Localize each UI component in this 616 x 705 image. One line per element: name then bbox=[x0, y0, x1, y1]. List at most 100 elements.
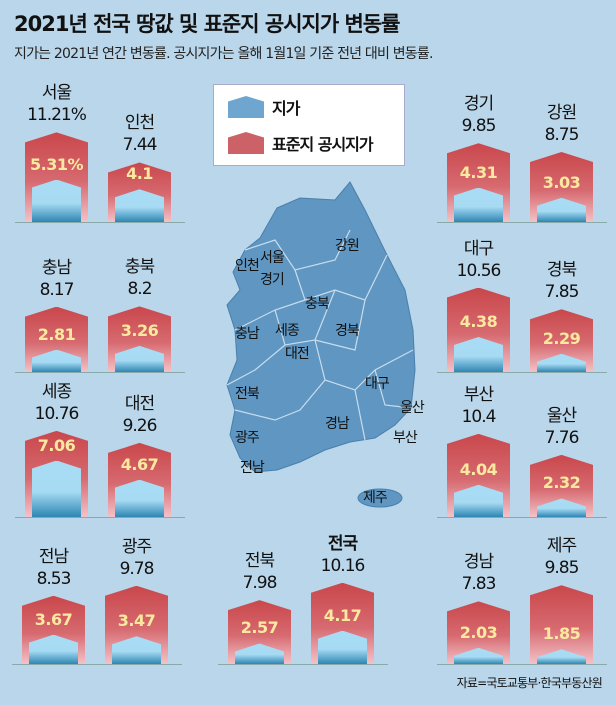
region-name: 강원 bbox=[546, 103, 577, 123]
land-price-bar bbox=[454, 187, 503, 222]
baseline bbox=[15, 222, 185, 223]
baseline bbox=[437, 372, 607, 373]
region-pair: 대구 10.56 4.38 경북 7.85 2.29 bbox=[447, 238, 593, 372]
land-price-bar bbox=[115, 345, 164, 372]
standard-price-value: 8.75 bbox=[544, 125, 580, 145]
region-bar-group: 충남 8.17 2.81 bbox=[25, 257, 88, 372]
map-label: 전남 bbox=[240, 460, 265, 476]
standard-price-value: 10.16 bbox=[320, 555, 366, 576]
land-price-value: 2.03 bbox=[459, 622, 498, 642]
map-label: 경남 bbox=[325, 416, 350, 432]
region-pair: 경기 9.85 4.31 강원 8.75 3.03 bbox=[447, 93, 593, 222]
standard-price-bar: 2.81 bbox=[25, 306, 88, 372]
standard-price-value: 7.98 bbox=[242, 573, 278, 594]
standard-price-value: 7.85 bbox=[544, 282, 580, 303]
standard-price-bar: 3.47 bbox=[105, 585, 168, 664]
standard-price-bar: 3.03 bbox=[530, 152, 593, 222]
region-borders bbox=[226, 229, 414, 441]
region-bar-group: 경남 7.83 2.03 bbox=[447, 551, 510, 664]
standard-price-value: 10.56 bbox=[456, 260, 502, 281]
region-name: 서울 bbox=[41, 83, 72, 104]
region-bar-group: 제주 9.85 1.85 bbox=[530, 535, 593, 664]
region-bar-group: 세종 10.76 7.06 bbox=[25, 381, 88, 517]
region-name: 울산 bbox=[546, 405, 577, 426]
map-label: 충남 bbox=[235, 326, 260, 342]
region-bar-group: 부산 10.4 4.04 bbox=[447, 384, 510, 517]
mainland-shape bbox=[226, 181, 416, 473]
land-price-bar bbox=[537, 498, 586, 517]
region-name: 경기 bbox=[463, 94, 494, 115]
region-name: 대구 bbox=[463, 238, 494, 259]
standard-price-bar: 5.31% bbox=[25, 132, 88, 222]
standard-price-bar: 4.04 bbox=[447, 433, 510, 517]
region-bar-group: 전남 8.53 3.67 bbox=[22, 546, 85, 664]
region-name: 경북 bbox=[546, 260, 577, 281]
land-price-bar bbox=[537, 197, 586, 222]
standard-price-value: 8.53 bbox=[36, 568, 72, 589]
land-price-bar bbox=[32, 460, 81, 517]
standard-price-bar: 2.03 bbox=[447, 601, 510, 664]
map-label: 광주 bbox=[235, 430, 260, 446]
region-bar-group: 울산 7.76 2.32 bbox=[530, 405, 593, 517]
region-bar-group: 인천 7.44 4.1 bbox=[108, 112, 171, 222]
region-bar-group: 대구 10.56 4.38 bbox=[447, 238, 510, 372]
map-label: 인천 bbox=[235, 258, 259, 274]
region-name: 충남 bbox=[41, 257, 72, 278]
map-label: 부산 bbox=[393, 430, 418, 446]
region-bar-group: 경기 9.85 4.31 bbox=[447, 93, 510, 222]
land-price-bar bbox=[235, 643, 284, 664]
land-price-bar bbox=[454, 647, 503, 664]
land-price-value: 4.67 bbox=[120, 454, 159, 474]
land-price-bar bbox=[318, 630, 367, 664]
baseline bbox=[15, 517, 185, 518]
baseline bbox=[12, 664, 182, 665]
map-label: 강원 bbox=[335, 238, 359, 254]
map-label: 경북 bbox=[335, 323, 360, 339]
region-name: 인천 bbox=[124, 113, 155, 134]
standard-price-value: 9.26 bbox=[122, 415, 158, 436]
standard-price-value: 10.76 bbox=[34, 403, 80, 424]
region-name: 전남 bbox=[38, 546, 69, 567]
standard-price-bar: 3.67 bbox=[22, 595, 85, 664]
region-bar-group: 경북 7.85 2.29 bbox=[530, 259, 593, 372]
standard-price-value: 9.85 bbox=[544, 558, 580, 579]
region-bar-group: 강원 8.75 3.03 bbox=[530, 102, 593, 222]
standard-price-bar: 1.85 bbox=[530, 585, 593, 664]
region-bar-group: 대전 9.26 4.67 bbox=[108, 393, 171, 517]
land-price-bar bbox=[32, 179, 81, 222]
region-name: 전국 bbox=[327, 533, 358, 554]
land-price-value: 5.31% bbox=[29, 154, 84, 174]
standard-price-value: 8.17 bbox=[39, 279, 75, 300]
region-bar-group: 서울 11.21% 5.31% bbox=[25, 82, 88, 222]
region-name: 세종 bbox=[41, 381, 72, 402]
standard-price-value: 9.85 bbox=[461, 116, 497, 137]
standard-price-bar: 2.29 bbox=[530, 309, 593, 372]
land-price-value: 2.29 bbox=[542, 328, 581, 348]
land-price-bar bbox=[115, 479, 164, 517]
standard-price-swatch bbox=[228, 132, 264, 154]
region-bar-group: 광주 9.78 3.47 bbox=[105, 536, 168, 664]
map-label: 충북 bbox=[305, 296, 330, 312]
region-pair: 부산 10.4 4.04 울산 7.76 2.32 bbox=[447, 384, 593, 517]
region-name: 경남 bbox=[463, 552, 494, 573]
land-price-swatch bbox=[228, 96, 264, 118]
region-name: 전북 bbox=[244, 551, 275, 572]
standard-price-value: 7.76 bbox=[544, 427, 580, 448]
source-note: 자료=국토교통부·한국부동산원 bbox=[456, 676, 603, 690]
standard-price-value: 9.78 bbox=[119, 558, 155, 579]
legend: 지가 표준지 공시지가 bbox=[213, 84, 405, 166]
land-price-value: 7.06 bbox=[37, 435, 76, 455]
baseline bbox=[437, 222, 607, 223]
standard-price-value: 7.83 bbox=[461, 574, 497, 595]
land-price-bar bbox=[29, 634, 78, 664]
land-price-value: 4.1 bbox=[126, 164, 153, 184]
standard-price-bar: 2.57 bbox=[228, 600, 291, 664]
baseline bbox=[437, 664, 607, 665]
land-price-bar bbox=[454, 336, 503, 372]
legend-standard-price: 표준지 공시지가 bbox=[228, 131, 374, 155]
standard-price-bar: 7.06 bbox=[25, 430, 88, 517]
map-label: 경기 bbox=[260, 272, 284, 288]
land-price-bar bbox=[115, 189, 164, 222]
land-price-value: 4.38 bbox=[459, 311, 498, 331]
